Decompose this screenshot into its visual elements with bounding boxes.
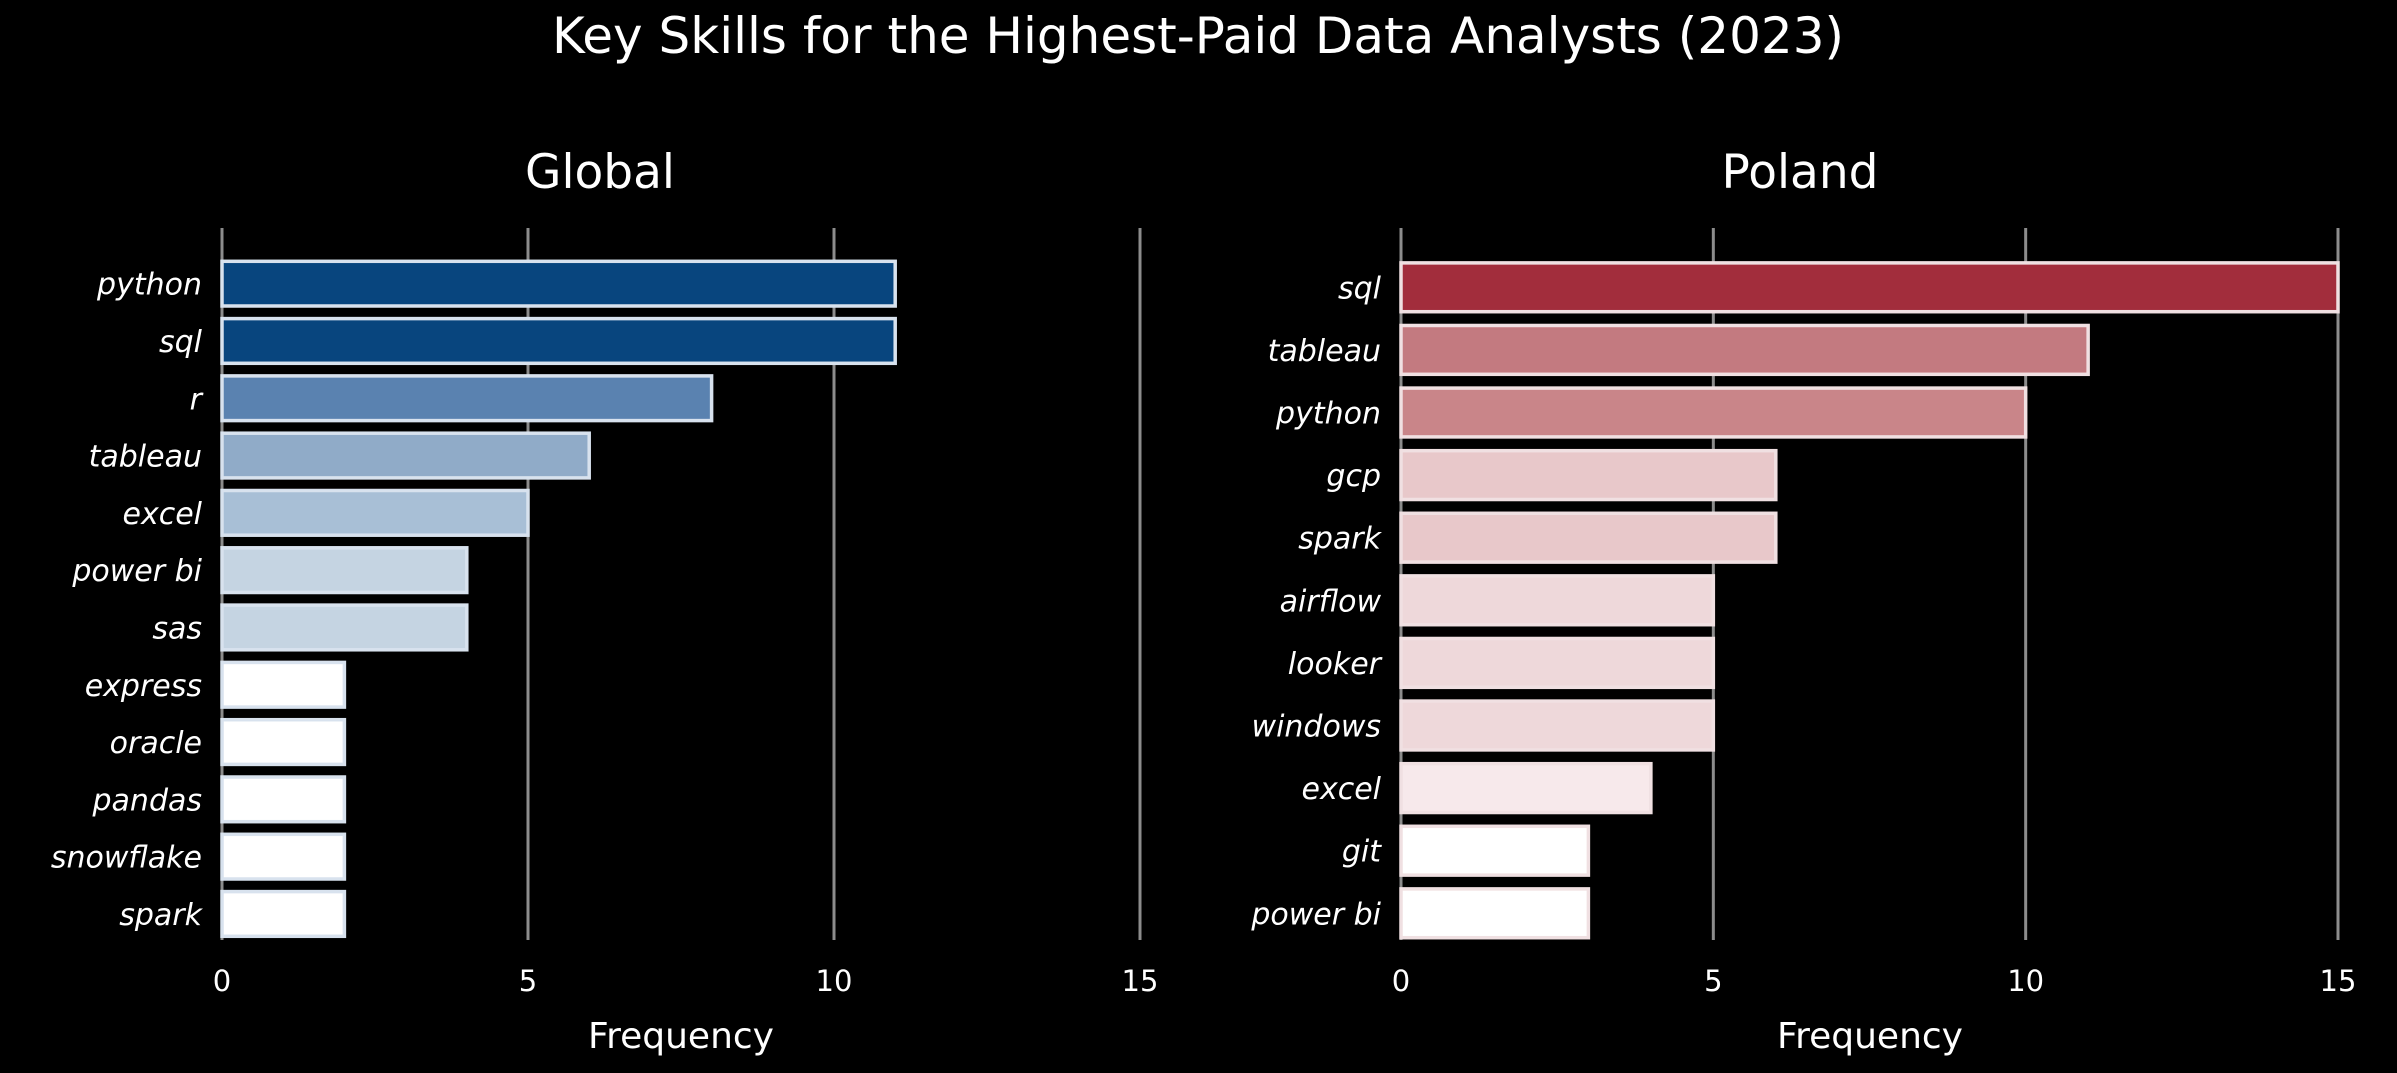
- x-tick-label: 15: [2320, 964, 2357, 998]
- x-tick-label: 0: [1392, 964, 1410, 998]
- category-label: tableau: [89, 440, 202, 475]
- bar-gcp: [1399, 448, 1778, 502]
- category-label: r: [190, 382, 204, 417]
- bar-python: [1399, 386, 2028, 439]
- bar-r: [220, 374, 714, 423]
- bar-excel: [220, 488, 530, 537]
- figure-title: Key Skills for the Highest-Paid Data Ana…: [552, 7, 1844, 65]
- category-label: excel: [1302, 772, 1382, 807]
- x-axis-label: Frequency: [588, 1016, 774, 1057]
- bar-excel: [1399, 761, 1653, 815]
- bar-sas: [220, 603, 469, 652]
- category-label: power bi: [71, 554, 202, 589]
- bar-git: [1399, 824, 1591, 877]
- x-tick-label: 15: [1122, 964, 1159, 998]
- bar-pandas: [220, 775, 347, 824]
- category-label: oracle: [110, 726, 202, 761]
- bar-express: [220, 660, 347, 709]
- bar-snowflake: [220, 832, 347, 881]
- panel-poland: Poland sql tableau python gcp spark airflow loo…: [1250, 145, 2356, 1057]
- category-label: gcp: [1326, 459, 1381, 494]
- x-tick-label: 10: [2007, 964, 2044, 998]
- category-label: spark: [1298, 522, 1382, 557]
- subplot-title: Poland: [1722, 145, 1879, 200]
- bar-power-bi: [1399, 887, 1591, 940]
- category-label: python: [96, 268, 202, 303]
- category-label: git: [1342, 835, 1382, 870]
- category-label: express: [85, 669, 202, 704]
- x-tick-label: 0: [213, 964, 231, 998]
- category-label: looker: [1288, 647, 1383, 682]
- category-label: power bi: [1250, 897, 1381, 932]
- category-label: python: [1275, 397, 1381, 432]
- bar-looker: [1399, 636, 1716, 690]
- bar-spark: [220, 889, 347, 939]
- category-label: sql: [159, 325, 203, 360]
- panel-global: Global python sql r tableau excel power bi sas e…: [51, 145, 1159, 1057]
- bar-sql: [220, 316, 897, 366]
- category-label: windows: [1252, 710, 1381, 745]
- category-label: excel: [123, 497, 203, 532]
- bar-power-bi: [220, 546, 469, 595]
- category-label: pandas: [92, 783, 203, 818]
- x-tick-label: 5: [519, 964, 537, 998]
- category-label: spark: [119, 898, 203, 933]
- category-label: airflow: [1280, 584, 1382, 619]
- x-tick-label: 10: [816, 964, 853, 998]
- subplot-title: Global: [525, 145, 675, 200]
- category-label: sas: [152, 611, 202, 646]
- bar-spark: [1399, 511, 1778, 564]
- bar-tableau: [1399, 323, 2090, 377]
- category-label: sql: [1338, 271, 1382, 306]
- category-label: snowflake: [51, 841, 202, 876]
- bar-oracle: [220, 717, 347, 767]
- x-axis-label: Frequency: [1777, 1016, 1963, 1057]
- bar-tableau: [220, 431, 591, 480]
- bar-airflow: [1399, 574, 1716, 627]
- x-tick-label: 5: [1704, 964, 1722, 998]
- bar-python: [220, 259, 897, 308]
- category-label: tableau: [1268, 334, 1381, 369]
- bar-windows: [1399, 699, 1716, 752]
- bar-sql: [1399, 261, 2340, 314]
